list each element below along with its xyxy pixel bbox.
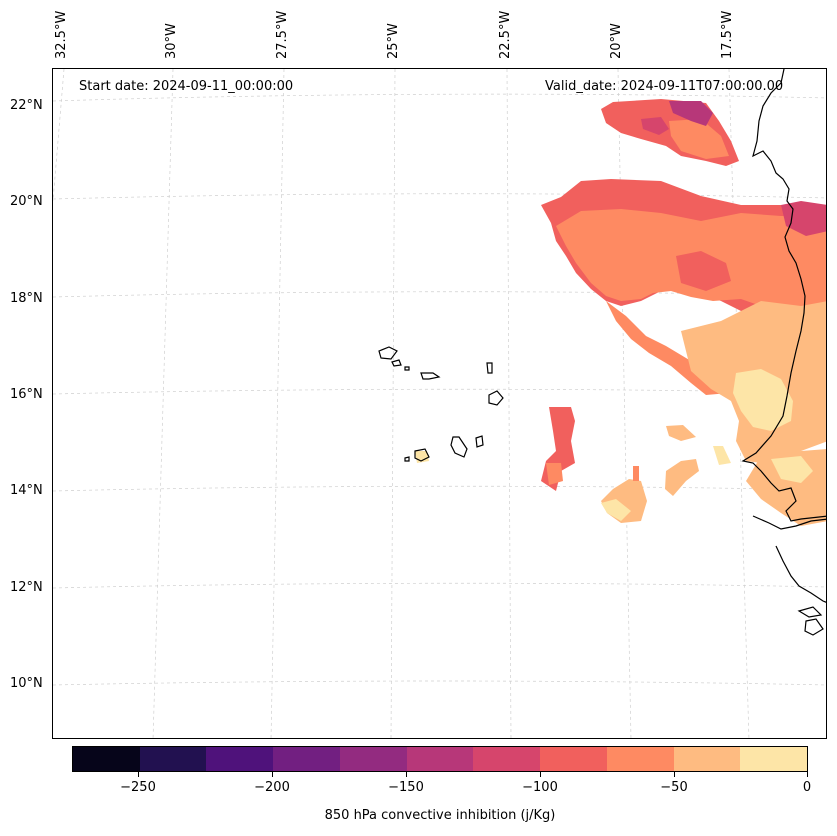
lat-label-12n: 12°N bbox=[10, 580, 43, 595]
coastlines bbox=[378, 69, 826, 636]
island-santiago bbox=[450, 436, 468, 458]
lon-label-32.5w: 32.5°W bbox=[54, 10, 69, 59]
colorbar-tick bbox=[272, 772, 273, 777]
senegal-coastline bbox=[752, 515, 826, 530]
island-sao-vicente bbox=[391, 359, 402, 367]
cin-patch-mid-3-light bbox=[601, 499, 631, 521]
lon-label-22.5w: 22.5°W bbox=[498, 10, 513, 59]
colorbar-tick-label: 0 bbox=[802, 780, 812, 795]
colorbar-tick-label: −200 bbox=[254, 780, 290, 795]
map-canvas bbox=[53, 69, 826, 738]
map-panel: Start date: 2024-09-11_00:00:00 Valid_da… bbox=[52, 68, 827, 739]
lat-label-16n: 16°N bbox=[10, 387, 43, 402]
coast-islands-1 bbox=[797, 606, 823, 618]
colorbar-title: 850 hPa convective inhibition (j/Kg) bbox=[324, 808, 556, 823]
lat-label-20n: 20°N bbox=[10, 194, 43, 209]
colorbar-segment bbox=[473, 747, 541, 771]
cin-region-north-core bbox=[669, 101, 713, 126]
colorbar-segment bbox=[206, 747, 274, 771]
colorbar-segment bbox=[673, 747, 741, 771]
coast-islands-2 bbox=[804, 618, 824, 636]
cin-region-main-lightest bbox=[733, 369, 793, 431]
colorbar-tick bbox=[674, 772, 675, 777]
island-sal bbox=[486, 362, 493, 374]
colorbar-segment bbox=[740, 747, 808, 771]
cin-region-south-coast-light bbox=[771, 456, 813, 483]
cin-fill-layer bbox=[415, 99, 826, 526]
colorbar-segment bbox=[73, 747, 140, 771]
lat-label-14n: 14°N bbox=[10, 483, 43, 498]
start-date-label: Start date: 2024-09-11_00:00:00 bbox=[79, 79, 294, 94]
colorbar-segment bbox=[606, 747, 674, 771]
colorbar-tick-label: −250 bbox=[120, 780, 156, 795]
lat-label-18n: 18°N bbox=[10, 291, 43, 306]
colorbar-tick bbox=[807, 772, 808, 777]
guinea-coastline bbox=[775, 545, 826, 603]
colorbar-segment bbox=[406, 747, 474, 771]
island-fogo bbox=[414, 448, 430, 462]
cin-patch-small-1 bbox=[633, 466, 639, 481]
valid-date-label: Valid_date: 2024-09-11T07:00:00.00 bbox=[545, 79, 784, 94]
island-santa-luzia bbox=[404, 366, 410, 371]
colorbar-tick bbox=[138, 772, 139, 777]
colorbar-tick-label: −100 bbox=[522, 780, 558, 795]
cin-region-coast-dark bbox=[781, 201, 826, 236]
lon-label-17.5w: 17.5°W bbox=[720, 10, 735, 59]
colorbar-tick bbox=[406, 772, 407, 777]
lon-label-30w: 30°W bbox=[164, 23, 179, 59]
africa-coastline bbox=[741, 69, 826, 522]
lat-label-10n: 10°N bbox=[10, 676, 43, 691]
island-maio bbox=[475, 435, 484, 448]
colorbar bbox=[72, 746, 808, 772]
colorbar-segment bbox=[273, 747, 340, 771]
cin-region-north-inner bbox=[669, 119, 729, 159]
colorbar-tick-label: −50 bbox=[660, 780, 688, 795]
gridlines bbox=[53, 69, 826, 738]
colorbar-segment bbox=[139, 747, 207, 771]
cin-patch-small-2 bbox=[713, 446, 731, 465]
colorbar-tick-label: −150 bbox=[388, 780, 424, 795]
lon-label-25w: 25°W bbox=[386, 23, 401, 59]
cin-patch-cape-verde-east-light bbox=[546, 463, 563, 485]
colorbar-tick bbox=[540, 772, 541, 777]
island-boa-vista bbox=[488, 390, 504, 406]
lon-label-20w: 20°W bbox=[609, 23, 624, 59]
colorbar-segment bbox=[339, 747, 407, 771]
colorbar-segment bbox=[540, 747, 607, 771]
island-santo-antao bbox=[378, 346, 398, 360]
lat-label-22n: 22°N bbox=[10, 98, 43, 113]
cin-patch-mid-2 bbox=[665, 459, 699, 496]
lon-label-27.5w: 27.5°W bbox=[275, 10, 290, 59]
cin-patch-mid-1 bbox=[666, 425, 696, 441]
cin-region-main-darkband bbox=[676, 251, 731, 291]
island-sao-nicolau bbox=[420, 372, 441, 380]
island-brava bbox=[404, 456, 410, 462]
cin-region-north-core2 bbox=[641, 117, 669, 135]
